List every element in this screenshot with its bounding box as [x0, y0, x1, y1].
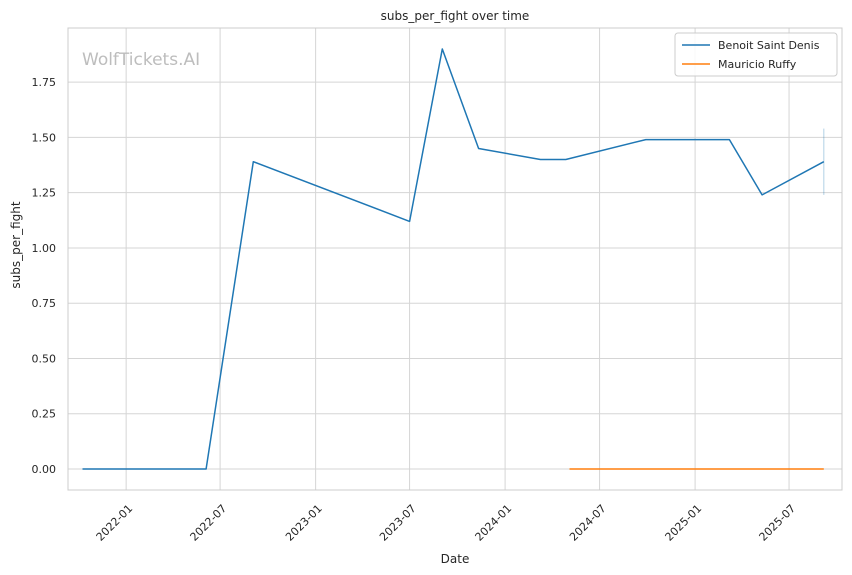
legend-label-mauricio-ruffy: Mauricio Ruffy — [718, 58, 797, 71]
y-axis-label: subs_per_fight — [9, 201, 23, 288]
data-point-benoit-saint-denis — [761, 194, 763, 196]
y-tick-label: 1.00 — [32, 242, 57, 255]
data-point-benoit-saint-denis — [728, 139, 730, 141]
legend-label-benoit-saint-denis: Benoit Saint Denis — [718, 39, 820, 52]
y-tick-label: 0.25 — [32, 408, 57, 421]
y-tick-label: 1.75 — [32, 76, 57, 89]
data-point-benoit-saint-denis — [82, 468, 84, 470]
grid — [68, 28, 842, 490]
watermark: WolfTickets.AI — [82, 50, 200, 70]
data-point-benoit-saint-denis — [478, 147, 480, 149]
y-tick-label: 0.00 — [32, 463, 57, 476]
x-axis-label: Date — [441, 552, 470, 566]
y-tick-label: 1.50 — [32, 131, 57, 144]
legend-frame — [674, 32, 838, 77]
data-point-benoit-saint-denis — [441, 48, 443, 50]
data-point-benoit-saint-denis — [409, 220, 411, 222]
data-point-benoit-saint-denis — [823, 161, 825, 163]
data-point-benoit-saint-denis — [539, 159, 541, 161]
data-point-mauricio-ruffy — [823, 468, 825, 470]
data-point-mauricio-ruffy — [568, 468, 570, 470]
chart-title: subs_per_fight over time — [381, 9, 530, 23]
series-line-benoit-saint-denis — [82, 48, 825, 470]
legend: Benoit Saint Denis Mauricio Ruffy — [674, 32, 838, 77]
data-point-benoit-saint-denis — [205, 468, 207, 470]
plot-frame — [67, 27, 843, 491]
data-point-benoit-saint-denis — [252, 161, 254, 163]
y-tick-label: 0.75 — [32, 297, 57, 310]
y-tick-label: 0.50 — [32, 352, 57, 365]
data-point-benoit-saint-denis — [645, 139, 647, 141]
data-point-benoit-saint-denis — [565, 159, 567, 161]
series-layer — [82, 48, 825, 470]
y-axis-ticks: 0.00 0.25 0.50 0.75 1.00 1.25 1.50 1.75 — [32, 76, 57, 476]
y-tick-label: 1.25 — [32, 187, 57, 200]
